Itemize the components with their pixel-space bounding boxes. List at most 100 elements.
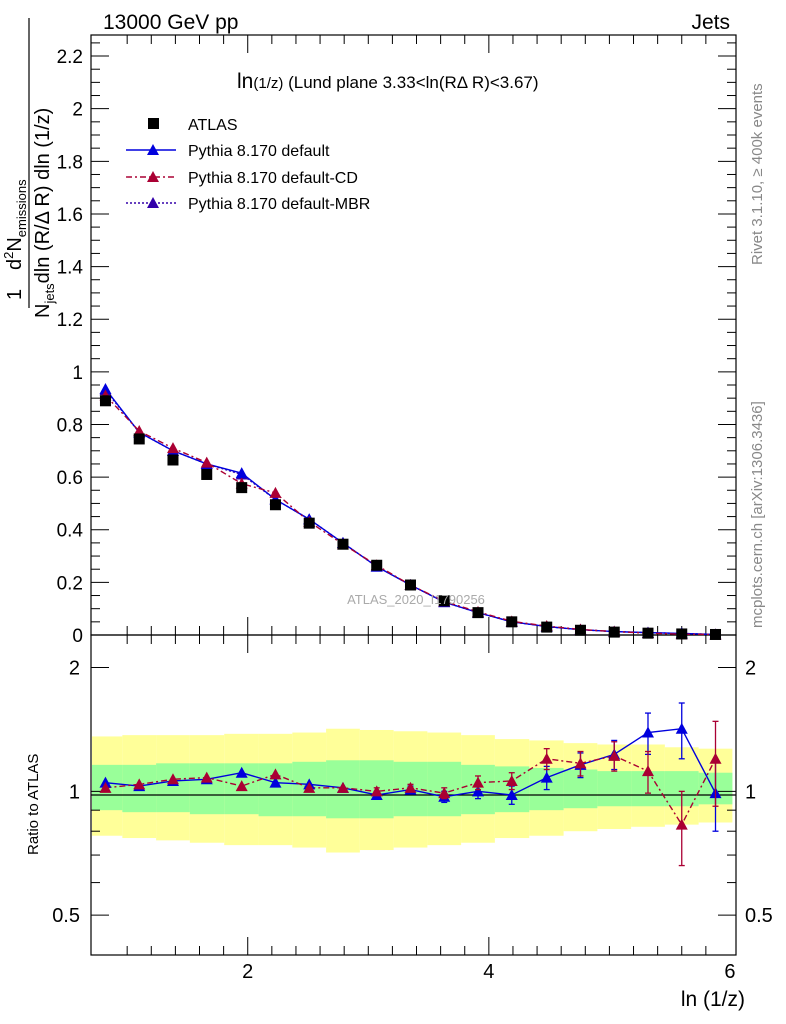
atlas-data-point — [371, 559, 383, 571]
series-marker-2 — [133, 425, 146, 437]
y-tick-label-main: 0.2 — [57, 573, 83, 594]
legend-marker-default — [147, 144, 159, 155]
ratio-cd-marker — [438, 787, 451, 799]
ratio-cd-marker — [99, 781, 112, 793]
plot-title-sub: (1/z) — [253, 75, 283, 92]
analysis-watermark: ATLAS_2020_I1790256 — [347, 592, 485, 607]
atlas-data-point — [642, 627, 654, 639]
ratio-default-marker — [505, 788, 518, 800]
x-tick-label: 4 — [483, 961, 494, 983]
ratio-cd-marker — [505, 774, 518, 786]
y-tick-label-main: 2 — [72, 100, 83, 121]
band-inner-bin — [189, 763, 225, 815]
ratio-default-marker — [675, 722, 688, 734]
ratio-cd-marker — [608, 749, 621, 761]
ratio-cd-marker — [370, 785, 383, 797]
ratio-cd-marker — [269, 768, 282, 780]
band-inner-bin — [156, 763, 190, 813]
x-tick-label: 6 — [724, 961, 735, 983]
series-marker-1 — [235, 467, 248, 479]
y-tick-label-ratio-right: 2 — [745, 658, 756, 680]
axes-ticks: 2 4 6 0 0.2 0.4 0.6 0.8 1 1.2 1.4 1.6 1.8 2 2.2 0.5 0.5 1… — [52, 35, 773, 983]
y-tick-label-main: 1.6 — [57, 205, 83, 226]
series-marker-2 — [269, 486, 282, 498]
legend-label-atlas: ATLAS — [188, 117, 238, 134]
legend-label-cd: Pythia 8.170 default-CD — [188, 170, 358, 187]
ratio-cd-marker — [336, 781, 349, 793]
x-axis-label: ln (1/z) — [681, 988, 745, 1011]
atlas-data-point — [438, 595, 450, 607]
ratio-cd-marker — [709, 752, 722, 764]
ratio-cd-marker — [200, 771, 213, 783]
legend-label-default: Pythia 8.170 default — [188, 143, 330, 160]
ratio-default-marker — [235, 766, 248, 778]
y-tick-label-main: 0.4 — [57, 521, 84, 542]
atlas-data-point — [676, 628, 688, 640]
plot-title: ln(1/z) (Lund plane 3.33<ln(RΔ R)<3.67) — [237, 70, 539, 93]
ratio-default-marker — [641, 726, 654, 738]
legend-marker-mbr — [147, 197, 159, 208]
rivet-label: Rivet 3.1.10, ≥ 400k events — [749, 83, 766, 265]
y-tick-label-main: 2.2 — [57, 47, 83, 68]
band-inner-bin — [597, 771, 632, 807]
legend-label-mbr: Pythia 8.170 default-MBR — [188, 196, 370, 213]
y-tick-label-main: 1.8 — [57, 152, 83, 173]
ratio-cd-marker — [303, 781, 316, 793]
series-marker-2 — [166, 442, 179, 454]
series-marker-1 — [99, 382, 112, 394]
y-tick-label-ratio: 2 — [69, 658, 80, 680]
uncertainty-bands — [92, 728, 733, 853]
atlas-data-point — [404, 579, 416, 591]
ratio-y-axis-label: Ratio to ATLAS — [25, 754, 42, 855]
y-tick-label-main: 0.6 — [57, 468, 83, 489]
y-tick-label-main: 1 — [72, 363, 83, 384]
ylabel-denominator: Njetsdln (R/Δ R) dln (1/z) — [32, 108, 57, 318]
atlas-data-point — [337, 538, 349, 550]
atlas-data-point — [710, 628, 722, 640]
ratio-cd-marker — [574, 757, 587, 769]
ratio-default-marker — [269, 776, 282, 788]
ratio-default-marker — [540, 771, 553, 783]
ylabel-one: 1 — [4, 289, 26, 300]
ratio-cd-marker — [641, 765, 654, 777]
ratio-cd-marker — [133, 778, 146, 790]
atlas-data-point — [99, 395, 111, 407]
ylabel-numerator: d2Nemissions — [1, 179, 29, 270]
series-marker-2 — [200, 456, 213, 468]
atlas-data-point — [303, 517, 315, 529]
ratio-cd-marker — [472, 776, 484, 788]
data-series — [99, 382, 722, 867]
ratio-cd-marker — [404, 781, 417, 793]
legend-marker-atlas — [148, 118, 159, 129]
ratio-cd-marker — [540, 752, 553, 764]
mcplots-label: mcplots.cern.ch [arXiv:1306.3436] — [749, 401, 766, 628]
ratio-cd-marker — [675, 818, 688, 830]
y-tick-label-main: 0 — [72, 626, 83, 647]
atlas-data-point — [201, 468, 213, 480]
legend: ATLAS Pythia 8.170 default Pythia 8.170 … — [126, 117, 370, 213]
atlas-data-point — [167, 454, 179, 466]
ratio-cd-marker — [235, 780, 248, 792]
atlas-data-point — [236, 482, 248, 494]
ratio-cd-marker — [166, 773, 179, 785]
plot-title-rest: (Lund plane 3.33<ln(RΔ R)<3.67) — [283, 73, 538, 92]
y-tick-label-ratio-right: 1 — [745, 781, 756, 803]
header-right: Jets — [691, 11, 730, 34]
atlas-data-point — [506, 616, 518, 628]
atlas-data-point — [133, 433, 145, 445]
atlas-data-point — [472, 607, 484, 619]
y-tick-label-main: 1.4 — [57, 258, 84, 279]
ratio-default-marker — [472, 785, 484, 797]
atlas-data-point — [574, 624, 586, 636]
header-left: 13000 GeV pp — [103, 11, 238, 34]
plot-title-main: ln — [237, 70, 253, 93]
y-tick-label-ratio: 1 — [69, 781, 80, 803]
y-tick-label-ratio-right: 0.5 — [745, 905, 773, 927]
atlas-data-point — [608, 626, 620, 638]
y-tick-label-main: 0.8 — [57, 415, 83, 436]
y-tick-label-ratio: 0.5 — [52, 905, 80, 927]
atlas-data-point — [269, 499, 281, 511]
atlas-data-point — [541, 621, 553, 633]
x-tick-label: 2 — [242, 961, 253, 983]
